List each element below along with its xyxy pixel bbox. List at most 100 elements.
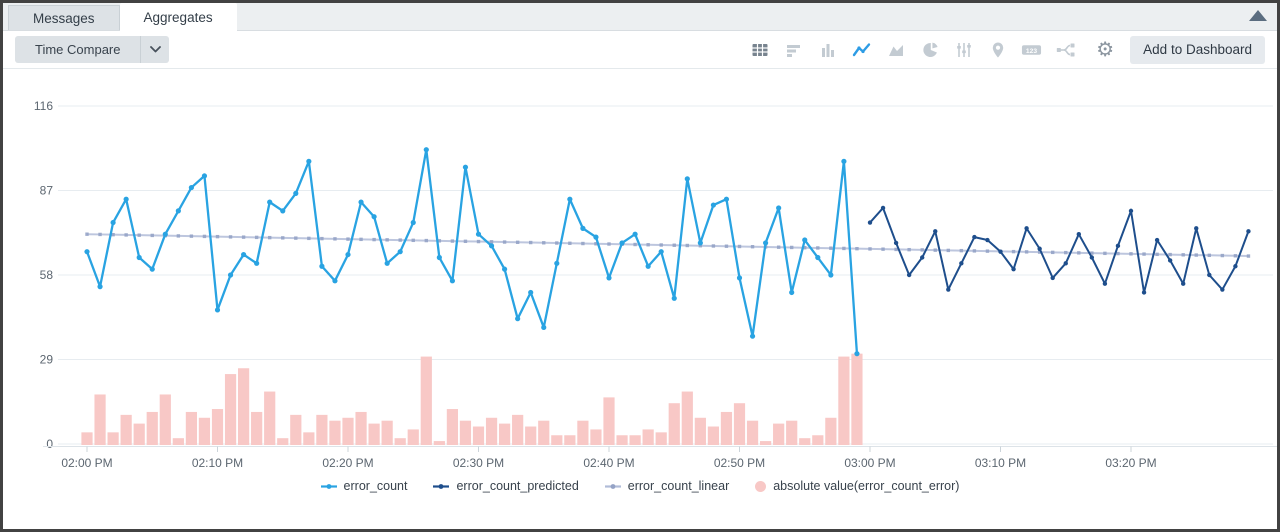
series-error_count[interactable] <box>84 147 860 357</box>
bar[interactable] <box>238 368 250 445</box>
bar[interactable] <box>720 411 733 445</box>
legend-marker-circle <box>755 481 767 492</box>
bar[interactable] <box>420 356 432 445</box>
y-tick-label: 58 <box>40 268 54 282</box>
bar[interactable] <box>94 394 106 445</box>
tab-aggregates[interactable]: Aggregates <box>119 3 237 31</box>
bar[interactable] <box>394 438 406 445</box>
bar[interactable] <box>799 438 811 445</box>
bar[interactable] <box>538 420 550 445</box>
table-chart-icon[interactable] <box>749 39 770 60</box>
bar[interactable] <box>211 409 224 445</box>
bar[interactable] <box>107 432 119 445</box>
add-to-dashboard-button[interactable]: Add to Dashboard <box>1130 35 1265 64</box>
time-compare-button[interactable]: Time Compare <box>15 36 170 63</box>
map-pin-icon[interactable] <box>987 39 1008 60</box>
area-chart-icon[interactable] <box>885 39 906 60</box>
bar[interactable] <box>146 411 158 445</box>
chevron-down-icon[interactable] <box>141 46 169 53</box>
legend-label: error_count <box>343 479 408 493</box>
bar[interactable] <box>499 423 511 445</box>
series-bars[interactable] <box>81 353 863 445</box>
bar[interactable] <box>564 435 576 445</box>
bar[interactable] <box>577 420 589 445</box>
bar[interactable] <box>512 414 524 445</box>
tab-strip: Messages Aggregates <box>3 3 1277 31</box>
legend-marker-line <box>433 484 450 489</box>
chart-toolbar: Time Compare <box>3 31 1277 69</box>
bar[interactable] <box>381 420 393 445</box>
x-tick-label: 02:40 PM <box>583 456 634 470</box>
bar[interactable] <box>590 429 602 445</box>
bar[interactable] <box>616 435 628 445</box>
tab-messages[interactable]: Messages <box>8 5 120 30</box>
y-tick-label: 29 <box>40 352 54 366</box>
pie-chart-icon[interactable] <box>919 39 940 60</box>
bar[interactable] <box>786 420 798 445</box>
bar[interactable] <box>355 411 367 445</box>
bar[interactable] <box>694 417 706 445</box>
bar[interactable] <box>251 411 263 445</box>
bar[interactable] <box>303 432 315 445</box>
bar[interactable] <box>760 441 772 445</box>
bar[interactable] <box>433 441 445 445</box>
bar[interactable] <box>733 403 746 445</box>
series-error_count_predicted[interactable] <box>867 205 1251 295</box>
bar[interactable] <box>224 374 237 445</box>
flow-diagram-icon[interactable] <box>1055 39 1076 60</box>
bar[interactable] <box>81 432 93 445</box>
button-divider <box>140 36 142 63</box>
single-value-icon[interactable]: 123 <box>1021 39 1042 60</box>
horizontal-bar-chart-icon[interactable] <box>783 39 804 60</box>
settings-gear-icon[interactable]: ⚙ <box>1096 38 1115 61</box>
bar[interactable] <box>264 391 276 445</box>
bar[interactable] <box>551 435 563 445</box>
bar[interactable] <box>407 429 419 445</box>
y-tick-label: 0 <box>46 437 53 451</box>
bar[interactable] <box>525 426 537 445</box>
bar[interactable] <box>185 411 197 445</box>
bar[interactable] <box>838 356 850 445</box>
legend-label: error_count_predicted <box>456 479 579 493</box>
collapse-panel-arrow-icon[interactable] <box>1249 10 1267 21</box>
legend-item-absolute-value-error_count_error-[interactable]: absolute value(error_count_error) <box>755 479 959 494</box>
bar[interactable] <box>329 420 341 445</box>
bar[interactable] <box>277 438 289 445</box>
bar[interactable] <box>472 426 485 445</box>
legend-item-error_count_predicted[interactable]: error_count_predicted <box>433 479 579 494</box>
bar[interactable] <box>485 417 498 445</box>
bar[interactable] <box>120 414 132 445</box>
bar[interactable] <box>446 409 458 445</box>
bar[interactable] <box>773 423 785 445</box>
column-chart-icon[interactable] <box>817 39 838 60</box>
legend-item-error_count_linear[interactable]: error_count_linear <box>604 479 729 494</box>
bar[interactable] <box>368 423 380 445</box>
bar[interactable] <box>668 403 680 445</box>
bar[interactable] <box>812 435 824 445</box>
legend-item-error_count[interactable]: error_count <box>320 479 408 494</box>
chart-type-icon-row: 123 <box>749 39 1076 60</box>
bar[interactable] <box>342 417 354 445</box>
bar[interactable] <box>707 426 719 445</box>
tab-aggregates-label: Aggregates <box>143 9 213 25</box>
line-chart-icon[interactable] <box>851 39 872 60</box>
bar[interactable] <box>159 394 171 445</box>
tab-messages-label: Messages <box>33 10 95 26</box>
bar[interactable] <box>316 414 328 445</box>
bar[interactable] <box>198 417 211 445</box>
bar[interactable] <box>290 414 302 445</box>
bar[interactable] <box>655 432 667 445</box>
bar[interactable] <box>681 391 693 445</box>
bar[interactable] <box>459 420 472 445</box>
bar[interactable] <box>825 417 837 445</box>
aggregates-chart[interactable]: 0 29 58 87 116 02:00 PM 02:10 PM 02:20 PM 02:30 … <box>3 68 1280 476</box>
bar[interactable] <box>746 420 759 445</box>
bar[interactable] <box>629 435 641 445</box>
bar[interactable] <box>603 397 615 445</box>
bar[interactable] <box>642 429 654 445</box>
bar[interactable] <box>851 353 863 445</box>
bar[interactable] <box>172 438 184 445</box>
sliders-icon[interactable] <box>953 39 974 60</box>
bar[interactable] <box>133 423 145 445</box>
